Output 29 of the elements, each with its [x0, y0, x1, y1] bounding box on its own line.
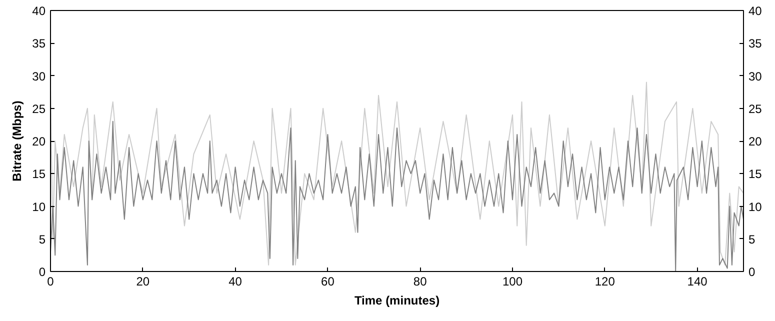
y-tick-label: 0: [38, 265, 46, 279]
y-tick-label: 30: [32, 69, 46, 84]
y-tick-label: 25: [32, 102, 46, 116]
y2-tick-label: 15: [748, 167, 762, 182]
x-tick-label: 80: [413, 274, 428, 288]
x-tick-label: 40: [228, 274, 242, 288]
y2-tick-label: 30: [748, 69, 762, 84]
y2-tick-label: 10: [748, 200, 762, 214]
y2-tick-label: 40: [748, 4, 762, 18]
line-series: [50, 82, 744, 266]
y2-tick-label: 5: [748, 232, 756, 246]
y-tick-label: 5: [38, 232, 46, 246]
x-tick-label: 100: [502, 274, 523, 288]
y2-tick-label: 25: [748, 102, 762, 116]
x-tick-label: 120: [594, 274, 616, 288]
y2-tick-label: 35: [748, 36, 762, 51]
y-axis-title: Bitrate (Mbps): [10, 100, 24, 182]
y-tick-label: 15: [32, 167, 46, 182]
y-tick-label: 35: [32, 36, 46, 51]
y-tick-label: 20: [32, 134, 46, 148]
y-tick-label: 10: [32, 200, 46, 214]
x-tick-label: 140: [687, 274, 708, 288]
x-tick-label: 60: [321, 274, 335, 288]
y-tick-label: 40: [32, 4, 46, 18]
x-tick-label: 0: [47, 274, 54, 288]
x-tick-label: 20: [136, 274, 150, 288]
y2-tick-label: 20: [748, 134, 762, 148]
x-axis-title: Time (minutes): [354, 294, 440, 308]
y2-tick-label: 0: [748, 265, 756, 279]
